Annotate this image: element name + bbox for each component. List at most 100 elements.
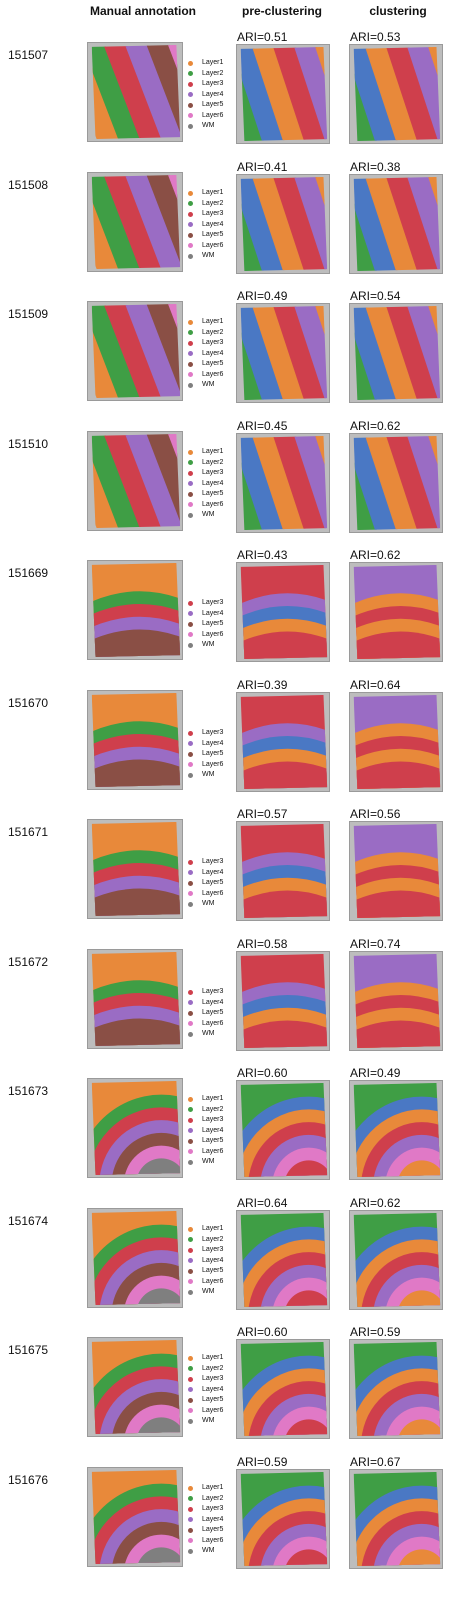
legend-dot-icon [188,222,193,228]
legend-label: Layer3 [202,1375,224,1382]
legend-item: Layer4 [188,1515,223,1526]
legend-item: WM [188,380,223,391]
legend-item: Layer4 [188,1256,223,1267]
pre-clustering-panel [236,692,330,792]
legend-label: WM [202,1030,215,1037]
legend: Layer3 Layer4 Layer5 Layer6 WM [188,728,223,781]
legend-item: Layer5 [188,489,223,500]
legend: Layer1 Layer2 Layer3 Layer4 Layer5 Layer… [188,447,223,521]
post-9-graphic [350,1211,442,1309]
legend-item: Layer2 [188,69,223,80]
legend-item: Layer5 [188,359,223,370]
legend-label: Layer1 [202,1354,224,1361]
sample-id: 151676 [8,1473,49,1487]
manual-9-graphic [88,1209,182,1307]
legend-label: Layer3 [202,599,224,606]
legend-dot-icon [188,351,193,357]
ari-clustering: ARI=0.62 [350,1196,401,1210]
legend: Layer1 Layer2 Layer3 Layer4 Layer5 Layer… [188,1094,223,1168]
legend-dot-icon [188,340,193,346]
sample-row: 151507 Layer1 Layer2 Layer3 Layer4 Layer… [0,30,474,164]
ari-pre-clustering: ARI=0.51 [237,30,288,44]
legend-dot-icon [188,870,193,876]
legend-dot-icon [188,1517,193,1523]
legend-dot-icon [188,1021,193,1027]
legend-item: Layer5 [188,1525,223,1536]
legend-label: Layer4 [202,220,224,228]
ari-clustering: ARI=0.54 [350,289,401,303]
legend-item: WM [188,1546,223,1557]
manual-4-graphic [88,561,182,659]
legend-label: Layer6 [202,370,224,378]
legend-item: Layer2 [188,1235,223,1246]
legend-label: Layer4 [202,479,224,487]
legend-label: Layer3 [202,1505,224,1512]
legend-label: Layer2 [202,1364,224,1372]
legend-item: Layer4 [188,609,223,620]
legend-item: Layer6 [188,760,223,771]
legend-item: Layer4 [188,220,223,231]
legend-label: Layer1 [202,189,224,196]
ari-pre-clustering: ARI=0.60 [237,1325,288,1339]
legend-label: Layer6 [202,1019,224,1027]
clustering-panel [349,1210,443,1310]
legend-label: Layer4 [202,90,224,98]
legend-dot-icon [188,1268,193,1274]
legend-dot-icon [188,481,193,487]
pre-7-graphic [237,952,329,1050]
legend-dot-icon [188,190,193,196]
legend-label: Layer4 [202,868,224,876]
legend-dot-icon [188,891,193,897]
legend-label: Layer3 [202,339,224,346]
manual-1-graphic [88,173,182,271]
legend-dot-icon [188,1496,193,1502]
legend-item: Layer5 [188,1395,223,1406]
post-7-graphic [350,952,442,1050]
legend-item: Layer6 [188,370,223,381]
sample-row: 151509 Layer1 Layer2 Layer3 Layer4 Layer… [0,289,474,423]
legend-item: Layer6 [188,1277,223,1288]
legend-dot-icon [188,1355,193,1361]
legend-label: Layer5 [202,231,224,238]
legend-dot-icon [188,211,193,217]
legend: Layer3 Layer4 Layer5 Layer6 WM [188,598,223,651]
legend-label: Layer3 [202,1246,224,1253]
legend-dot-icon [188,81,193,87]
legend-dot-icon [188,880,193,886]
pre-clustering-panel [236,1210,330,1310]
legend-dot-icon [188,60,193,66]
sample-id: 151671 [8,825,49,839]
legend-dot-icon [188,1387,193,1393]
legend-item: Layer3 [188,598,223,609]
legend-dot-icon [188,621,193,627]
legend-label: Layer4 [202,1515,224,1523]
legend-item: Layer3 [188,1245,223,1256]
legend-label: WM [202,1547,215,1554]
pre-clustering-panel [236,951,330,1051]
manual-annotation-panel [87,1078,183,1178]
legend-label: Layer5 [202,620,224,627]
legend-dot-icon [188,1237,193,1243]
legend-dot-icon [188,772,193,778]
ari-clustering: ARI=0.49 [350,1066,401,1080]
manual-2-graphic [88,302,182,400]
legend-dot-icon [188,1485,193,1491]
legend-dot-icon [188,123,193,129]
manual-annotation-panel [87,431,183,531]
legend-dot-icon [188,1376,193,1382]
ari-pre-clustering: ARI=0.39 [237,678,288,692]
pre-clustering-panel [236,1080,330,1180]
legend-dot-icon [188,1149,193,1155]
legend-label: Layer6 [202,1147,224,1155]
legend-dot-icon [188,1159,193,1165]
legend-label: Layer6 [202,500,224,508]
manual-7-graphic [88,950,182,1048]
legend-item: Layer5 [188,749,223,760]
legend-dot-icon [188,1117,193,1123]
post-11-graphic [350,1470,442,1568]
sample-row: 151510 Layer1 Layer2 Layer3 Layer4 Layer… [0,419,474,553]
legend-item: WM [188,899,223,910]
pre-clustering-panel [236,821,330,921]
legend-label: Layer4 [202,998,224,1006]
pre-4-graphic [237,563,329,661]
